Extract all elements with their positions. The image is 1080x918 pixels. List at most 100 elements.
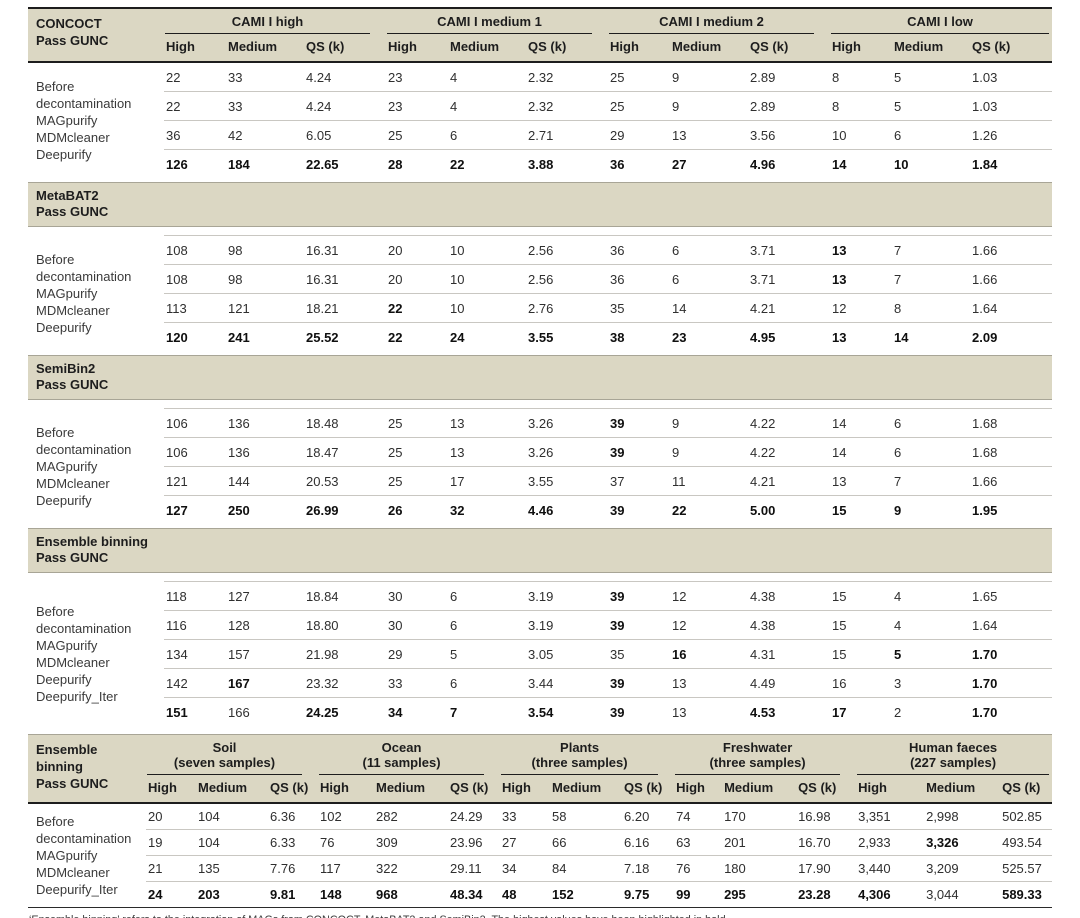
data-cell: 39 — [608, 668, 670, 698]
data-cell: 29 — [386, 639, 448, 669]
data-cell: 42 — [226, 120, 304, 150]
data-cell: 18.80 — [304, 610, 386, 640]
column-group-header: Soil (seven samples) — [146, 735, 318, 775]
data-cell: 37 — [608, 466, 670, 496]
data-cell: 17 — [448, 466, 526, 496]
data-cell: 30 — [386, 610, 448, 640]
data-cell: 12 — [670, 610, 748, 640]
section-header-band-metabat2: MetaBAT2 Pass GUNC — [28, 182, 1052, 227]
row-label-line: MAGpurify — [36, 113, 98, 128]
data-cell: 106 — [164, 408, 226, 438]
data-cell: 102 — [320, 809, 342, 824]
data-cell: 13 — [670, 120, 749, 150]
data-cell: 3,326 — [924, 829, 1001, 856]
row-label-line: MDMcleaner — [36, 865, 110, 880]
data-cell: 117 — [318, 855, 374, 882]
data-cell: 4.95 — [748, 322, 830, 351]
group-underline: Plants (three samples) — [501, 735, 659, 775]
table-row: 22 33 4.24 23 4 2.32 25 9 2.89 8 5 1.03 — [28, 91, 1053, 121]
data-cell: 4 — [448, 91, 526, 121]
data-cell: 10 — [448, 264, 526, 294]
table-row: 134 157 21.98 29 5 3.05 35 16 4.31 15 5 1.70 — [28, 639, 1052, 669]
data-cell: 8 — [832, 69, 840, 85]
data-cell: 3.26 — [526, 437, 608, 467]
data-cell: 3.54 — [526, 697, 608, 726]
data-cell: 23 — [386, 91, 448, 121]
data-cell: 19 — [146, 829, 196, 856]
data-cell: 76 — [674, 855, 723, 882]
data-cell: 9 — [670, 408, 748, 438]
data-cell: 21 — [146, 855, 196, 882]
data-cell: 4.53 — [748, 697, 830, 726]
row-label-line: MDMcleaner — [36, 302, 110, 318]
section-band-title-line: Ensemble binning — [36, 534, 148, 549]
results-table-ensemble-binning-environments: Ensemble binning Pass GUNC Soil (seven samp… — [28, 734, 1053, 908]
data-cell: 18.47 — [304, 437, 386, 467]
column-subheader: QS (k) — [970, 34, 1053, 63]
row-label-group: Before decontamination MAGpurify MDMcleaner… — [28, 582, 164, 727]
table-row: 116 128 18.80 30 6 3.19 39 12 4.38 15 4 1.64 — [28, 610, 1052, 640]
data-cell: 22 — [386, 293, 448, 323]
data-cell: 23.32 — [304, 668, 386, 698]
data-cell: 32 — [448, 495, 526, 524]
group-underline: Soil (seven samples) — [147, 735, 302, 775]
data-cell: 3,209 — [924, 855, 1001, 882]
data-cell: 11 — [670, 466, 748, 496]
column-subheader: High — [164, 34, 226, 63]
data-cell: 4.46 — [526, 495, 608, 524]
data-cell: 18.84 — [304, 581, 386, 611]
data-cell: 128 — [226, 610, 304, 640]
data-cell: 104 — [196, 829, 268, 856]
group-underline: CAMI I medium 2 — [609, 9, 815, 34]
data-cell: 589.33 — [1000, 881, 1053, 908]
data-cell: 16.98 — [798, 809, 831, 824]
section-header-band-ensemble-binning: Ensemble binning Pass GUNC — [28, 528, 1052, 573]
row-label-line: Deepurify — [36, 147, 92, 162]
data-cell: 250 — [226, 495, 304, 524]
data-cell: 121 — [164, 466, 226, 496]
data-cell: 2.09 — [970, 322, 1052, 351]
column-group-header: CAMI I medium 1 — [386, 8, 608, 34]
row-label-line: Deepurify — [36, 671, 92, 687]
data-cell: 36 — [608, 149, 671, 178]
data-cell: 16 — [830, 668, 892, 698]
data-cell: 39 — [608, 437, 670, 467]
column-subheader: QS (k) — [304, 34, 386, 63]
data-cell: 4 — [450, 69, 458, 85]
data-cell: 3.19 — [526, 581, 608, 611]
data-cell: 6 — [892, 437, 970, 467]
data-cell: 1.66 — [970, 264, 1052, 294]
row-label-line: Deepurify — [36, 492, 92, 508]
data-cell: 4.24 — [304, 91, 386, 121]
data-cell: 14 — [830, 408, 892, 438]
data-cell: 13 — [830, 264, 892, 294]
column-subheader: Medium — [226, 34, 304, 63]
data-cell: 241 — [226, 322, 304, 351]
data-cell: 2.32 — [528, 69, 554, 85]
data-cell: 6.36 — [270, 809, 296, 824]
data-cell: 121 — [226, 293, 304, 323]
column-subheader: Medium — [550, 775, 623, 804]
table-footnote: ‘Ensemble binning’ refers to the integra… — [29, 914, 1052, 918]
row-label-group: Before decontamination MAGpurify MDMcleaner… — [28, 62, 164, 178]
table-row: Before decontamination MAGpurify MDMcleaner… — [28, 62, 1052, 163]
data-cell: 1.95 — [970, 495, 1052, 524]
data-cell: 4.49 — [748, 668, 830, 698]
column-subheader: High — [856, 775, 925, 804]
data-cell: 7.76 — [268, 855, 318, 882]
subheader-row: High Medium QS (k) High Medium QS (k) High Medi… — [28, 775, 1053, 804]
data-cell: 1.64 — [970, 610, 1052, 640]
data-cell: 2.89 — [750, 69, 776, 85]
data-cell: 1.65 — [970, 581, 1052, 611]
data-cell: 28 — [386, 149, 448, 178]
data-cell: 1.66 — [970, 466, 1052, 496]
row-label-line: MDMcleaner — [36, 475, 110, 491]
data-cell: 9 — [672, 69, 680, 85]
table-row: Before decontamination MAGpurify MDMcleaner… — [28, 803, 1052, 897]
table-row: 108 98 16.31 20 10 2.56 36 6 3.71 13 7 1.66 — [28, 264, 1052, 294]
table-row: 106 136 18.47 25 13 3.26 39 9 4.22 14 6 1.68 — [28, 437, 1052, 467]
data-cell: 76 — [318, 829, 374, 856]
data-cell: 27 — [670, 149, 749, 178]
data-cell: 142 — [164, 668, 226, 698]
table-row: Before decontamination MAGpurify MDMcleaner… — [28, 235, 1052, 335]
